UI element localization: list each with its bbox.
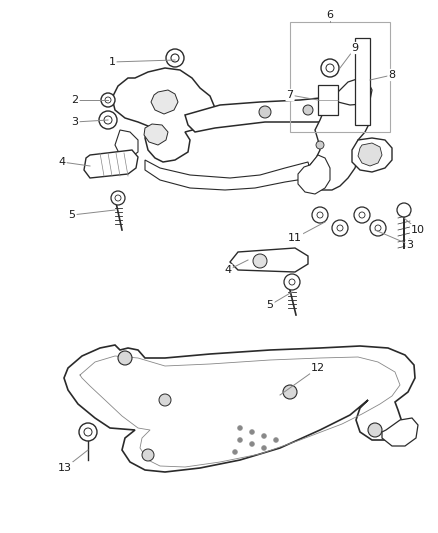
- Text: 8: 8: [389, 70, 396, 80]
- Circle shape: [370, 220, 386, 236]
- Circle shape: [359, 212, 365, 218]
- Polygon shape: [145, 160, 310, 190]
- Circle shape: [250, 441, 254, 447]
- Circle shape: [250, 430, 254, 434]
- Circle shape: [326, 64, 334, 72]
- Polygon shape: [318, 85, 338, 115]
- Circle shape: [99, 111, 117, 129]
- Text: 4: 4: [58, 157, 66, 167]
- Circle shape: [337, 225, 343, 231]
- Circle shape: [104, 116, 112, 124]
- Polygon shape: [352, 138, 392, 172]
- Polygon shape: [358, 143, 382, 166]
- Bar: [290, 22, 390, 132]
- Text: 3: 3: [406, 240, 413, 250]
- Polygon shape: [64, 345, 415, 472]
- Circle shape: [332, 220, 348, 236]
- Circle shape: [273, 438, 279, 442]
- Text: 5: 5: [68, 210, 75, 220]
- Circle shape: [101, 93, 115, 107]
- Circle shape: [316, 141, 324, 149]
- Circle shape: [118, 351, 132, 365]
- Polygon shape: [382, 418, 418, 446]
- Polygon shape: [151, 90, 178, 114]
- Polygon shape: [185, 98, 350, 132]
- Polygon shape: [355, 38, 370, 125]
- Text: 12: 12: [311, 363, 325, 373]
- Circle shape: [142, 449, 154, 461]
- Text: 7: 7: [286, 90, 293, 100]
- Polygon shape: [112, 68, 215, 162]
- Circle shape: [233, 449, 237, 455]
- Text: 11: 11: [288, 233, 302, 243]
- Polygon shape: [84, 150, 138, 178]
- Circle shape: [253, 254, 267, 268]
- Text: 4: 4: [224, 265, 232, 275]
- Text: 9: 9: [351, 43, 359, 53]
- Circle shape: [259, 106, 271, 118]
- Circle shape: [312, 207, 328, 223]
- Circle shape: [237, 425, 243, 431]
- Text: 10: 10: [411, 225, 425, 235]
- Circle shape: [166, 49, 184, 67]
- Circle shape: [397, 203, 411, 217]
- Polygon shape: [115, 130, 138, 158]
- Circle shape: [261, 446, 266, 450]
- Polygon shape: [230, 248, 308, 272]
- Polygon shape: [308, 95, 370, 190]
- Circle shape: [159, 394, 171, 406]
- Text: 13: 13: [58, 463, 72, 473]
- Polygon shape: [335, 78, 372, 105]
- Circle shape: [289, 279, 295, 285]
- Circle shape: [303, 105, 313, 115]
- Circle shape: [284, 274, 300, 290]
- Circle shape: [321, 59, 339, 77]
- Circle shape: [375, 225, 381, 231]
- Circle shape: [237, 438, 243, 442]
- Text: 6: 6: [326, 10, 333, 20]
- Text: 5: 5: [266, 300, 273, 310]
- Circle shape: [317, 212, 323, 218]
- Circle shape: [105, 97, 111, 103]
- Text: 2: 2: [71, 95, 78, 105]
- Circle shape: [111, 191, 125, 205]
- Polygon shape: [298, 155, 330, 194]
- Circle shape: [368, 423, 382, 437]
- Circle shape: [115, 195, 121, 201]
- Circle shape: [84, 428, 92, 436]
- Text: 3: 3: [71, 117, 78, 127]
- Circle shape: [261, 433, 266, 439]
- Text: 1: 1: [109, 57, 116, 67]
- Circle shape: [354, 207, 370, 223]
- Polygon shape: [144, 124, 168, 145]
- Circle shape: [171, 54, 179, 62]
- Circle shape: [79, 423, 97, 441]
- Circle shape: [283, 385, 297, 399]
